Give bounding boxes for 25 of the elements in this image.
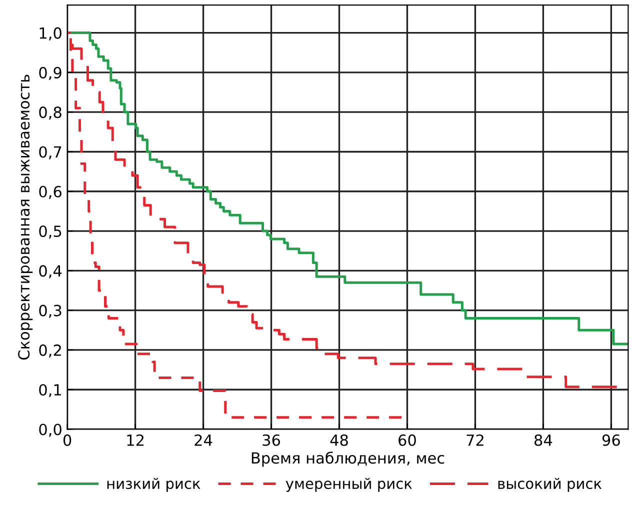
legend-label: высокий риск [498, 478, 602, 492]
x-tick-label: 96 [602, 434, 620, 446]
y-tick-label: 0,1 [39, 384, 62, 398]
y-tick-label: 0,7 [39, 146, 62, 160]
legend-label: умеренный риск [286, 478, 412, 492]
x-tick-label: 24 [194, 434, 212, 446]
y-tick-label: 0,0 [39, 424, 62, 437]
y-tick-label: 0,4 [39, 265, 62, 278]
legend-label: низкий риск [107, 478, 200, 492]
y-tick-label: 0,8 [39, 106, 62, 120]
y-tick-label: 0,2 [39, 344, 61, 358]
y-axis-title: Скорректированная выживаемость [18, 74, 33, 360]
x-tick-label: 48 [330, 434, 348, 446]
x-tick-label: 72 [466, 434, 484, 446]
y-tick-label: 0,9 [39, 66, 62, 80]
x-tick-label: 84 [534, 434, 552, 446]
x-tick-label: 0 [63, 434, 72, 446]
x-tick-label: 12 [127, 434, 144, 446]
y-tick-label: 0,3 [39, 304, 62, 318]
y-tick-label: 0,6 [39, 186, 62, 199]
y-tick-label: 1,0 [40, 27, 62, 40]
y-tick-label: 0,5 [39, 225, 62, 239]
x-axis-title: Время наблюдения, мес [252, 452, 444, 467]
x-tick-label: 36 [262, 434, 280, 446]
x-tick-label: 60 [398, 434, 416, 446]
